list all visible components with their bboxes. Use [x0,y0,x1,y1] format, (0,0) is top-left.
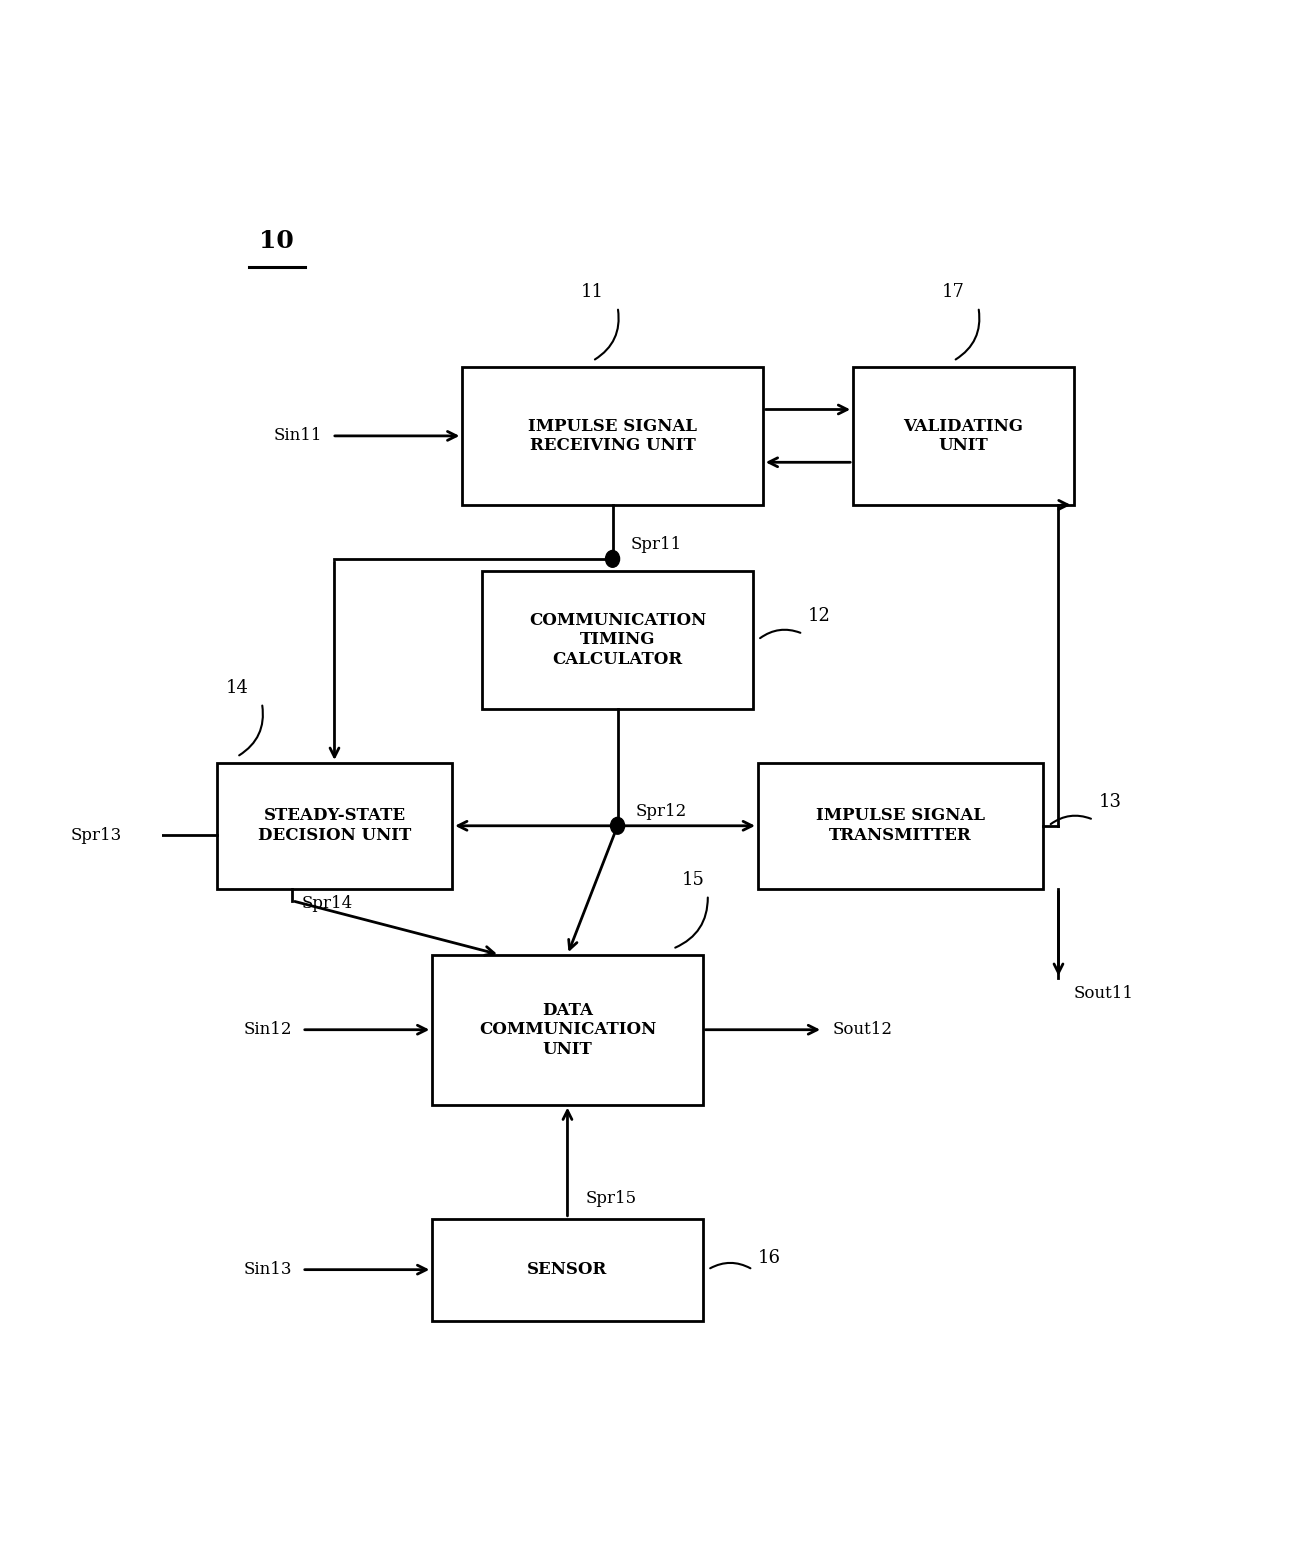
Text: SENSOR: SENSOR [528,1260,608,1278]
FancyBboxPatch shape [432,955,703,1105]
FancyBboxPatch shape [432,1218,703,1321]
Text: 12: 12 [808,606,831,625]
Text: 16: 16 [758,1248,781,1267]
Text: Sout12: Sout12 [833,1020,893,1038]
Text: 15: 15 [681,871,705,888]
Circle shape [610,818,625,834]
FancyBboxPatch shape [482,570,753,709]
Text: 17: 17 [941,284,965,301]
Text: Spr13: Spr13 [70,827,122,844]
FancyBboxPatch shape [758,763,1043,888]
Text: Sout11: Sout11 [1073,985,1134,1002]
Text: Spr14: Spr14 [303,894,353,911]
FancyBboxPatch shape [217,763,453,888]
FancyBboxPatch shape [853,368,1073,505]
Text: Sin11: Sin11 [273,427,322,444]
FancyBboxPatch shape [463,368,763,505]
Text: Spr15: Spr15 [586,1190,636,1206]
Text: IMPULSE SIGNAL
TRANSMITTER: IMPULSE SIGNAL TRANSMITTER [816,807,985,844]
Text: 14: 14 [225,679,248,696]
Text: DATA
COMMUNICATION
UNIT: DATA COMMUNICATION UNIT [478,1002,656,1058]
Text: Sin12: Sin12 [243,1020,292,1038]
Text: 11: 11 [581,284,604,301]
Circle shape [605,550,619,567]
Text: 13: 13 [1099,793,1121,810]
Text: Spr12: Spr12 [636,802,687,820]
Text: COMMUNICATION
TIMING
CALCULATOR: COMMUNICATION TIMING CALCULATOR [529,612,706,668]
Text: IMPULSE SIGNAL
RECEIVING UNIT: IMPULSE SIGNAL RECEIVING UNIT [528,418,697,455]
Text: STEADY-STATE
DECISION UNIT: STEADY-STATE DECISION UNIT [257,807,411,844]
Text: Sin13: Sin13 [243,1260,292,1278]
Text: 10: 10 [260,229,295,252]
Text: VALIDATING
UNIT: VALIDATING UNIT [904,418,1023,455]
Text: Spr11: Spr11 [631,536,681,553]
